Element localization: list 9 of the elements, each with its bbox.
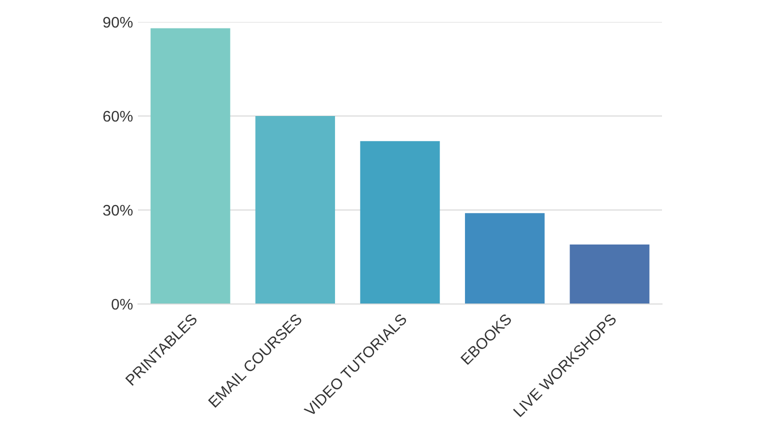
y-tick-label: 0% (112, 298, 133, 310)
y-tick-label: 30% (103, 204, 133, 216)
bar (255, 116, 336, 304)
bar (150, 28, 230, 304)
bar (360, 141, 440, 304)
y-tick-label: 60% (103, 110, 133, 122)
y-tick-label: 90% (103, 16, 133, 28)
bar (570, 244, 650, 304)
bar (464, 213, 545, 304)
